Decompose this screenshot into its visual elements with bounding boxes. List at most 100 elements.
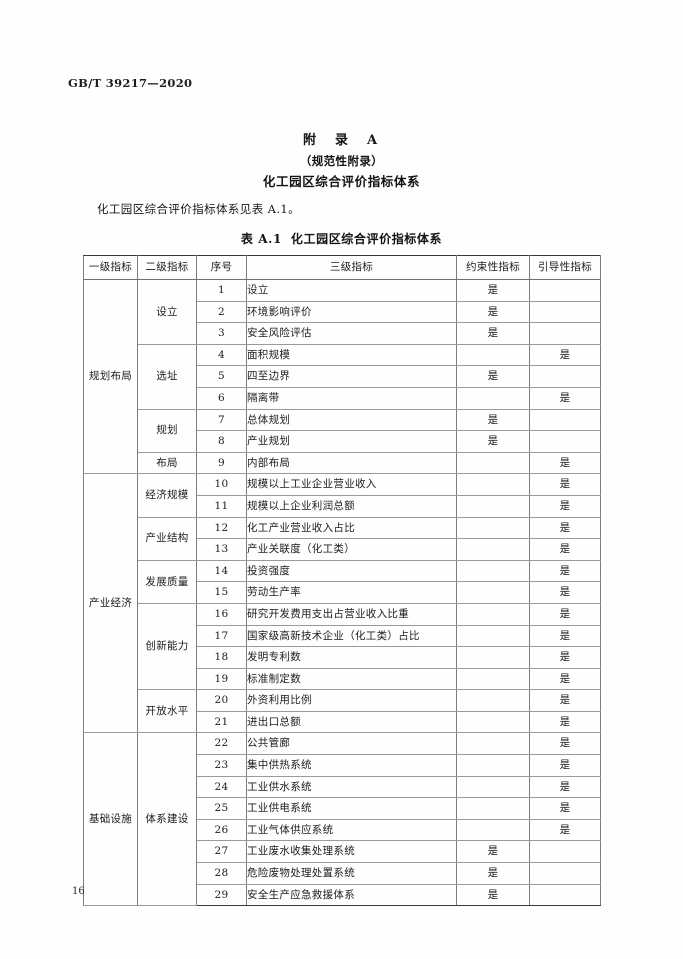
cell-constraint-indicator	[456, 797, 530, 820]
cell-level3-indicator: 化工产业营业收入占比	[246, 517, 457, 540]
cell-level2-indicator: 发展质量	[137, 560, 197, 604]
cell-sequence-number: 19	[196, 668, 247, 691]
cell-sequence-number: 24	[196, 776, 247, 799]
cell-level3-indicator: 研究开发费用支出占营业收入比重	[246, 603, 457, 626]
table-row: 8 产业规划是	[84, 430, 601, 453]
cell-level2-indicator: 布局	[137, 452, 197, 475]
table-row: 发展质量 14 投资强度是	[84, 560, 601, 604]
cell-sequence-number: 10	[196, 473, 247, 496]
table-row: 17 国家级高新技术企业（化工类）占比 是	[84, 625, 601, 648]
cell-level2-indicator: 开放水平	[137, 689, 197, 734]
cell-constraint-indicator: 是	[456, 322, 530, 345]
cell-guide-indicator: 是	[529, 689, 601, 712]
lead-paragraph: 化工园区综合评价指标体系见表 A.1。	[97, 202, 301, 216]
cell-level2-indicator: 产业结构	[137, 517, 197, 561]
column-header-seq: 序号	[196, 255, 247, 280]
cell-constraint-indicator	[456, 668, 530, 691]
cell-sequence-number: 5	[196, 365, 247, 388]
annex-title: 附 录 A	[302, 133, 381, 148]
cell-sequence-number: 1	[196, 279, 247, 302]
standard-number: GB/T 39217—2020	[68, 76, 193, 90]
cell-guide-indicator	[529, 840, 601, 864]
cell-sequence-number: 6	[196, 387, 247, 410]
cell-level3-indicator: 面积规模	[246, 344, 457, 367]
cell-sequence-number: 20	[196, 689, 247, 712]
cell-constraint-indicator	[456, 819, 530, 842]
cell-constraint-indicator	[456, 625, 530, 648]
cell-constraint-indicator	[456, 711, 530, 734]
cell-level1-indicator: 产业经济	[83, 473, 138, 734]
cell-guide-indicator	[529, 430, 601, 453]
cell-constraint-indicator	[456, 603, 530, 626]
cell-guide-indicator	[529, 279, 601, 302]
cell-sequence-number: 26	[196, 819, 247, 842]
table-row: 规划 7 总体规划是	[84, 409, 601, 453]
table-row: 23 集中供热系统 是	[84, 754, 601, 777]
cell-constraint-indicator: 是	[456, 430, 530, 453]
cell-guide-indicator: 是	[529, 819, 601, 842]
cell-sequence-number: 17	[196, 625, 247, 648]
cell-sequence-number: 16	[196, 603, 247, 626]
table-row: 布局 9 内部布局 是	[84, 452, 601, 475]
cell-constraint-indicator	[456, 517, 530, 540]
cell-level3-indicator: 内部布局	[246, 452, 457, 475]
table-row: 19 标准制定数 是	[84, 668, 601, 691]
cell-level2-indicator: 经济规模	[137, 473, 197, 518]
table-row: 2 环境影响评价是	[84, 301, 601, 324]
cell-level3-indicator: 产业规划	[246, 430, 457, 453]
cell-guide-indicator: 是	[529, 625, 601, 648]
cell-level3-indicator: 安全风险评估	[246, 322, 457, 345]
cell-level3-indicator: 环境影响评价	[246, 301, 457, 324]
cell-guide-indicator: 是	[529, 452, 601, 475]
table-row: 6 隔离带 是	[84, 387, 601, 410]
cell-level3-indicator: 集中供热系统	[246, 754, 457, 777]
cell-constraint-indicator	[456, 473, 530, 496]
cell-guide-indicator: 是	[529, 668, 601, 691]
cell-sequence-number: 23	[196, 754, 247, 777]
table-row: 选址 4 面积规模是	[84, 344, 601, 410]
table-header: 一级指标 二级指标 序号 三级指标 约束性指标 引导性指标	[83, 255, 601, 280]
page-number: 16	[72, 886, 85, 897]
cell-guide-indicator: 是	[529, 581, 601, 604]
table-caption-title: 化工园区综合评价指标体系	[290, 232, 443, 246]
table-row: 18 发明专利数 是	[84, 646, 601, 669]
column-header-level1: 一级指标	[83, 255, 138, 280]
cell-level3-indicator: 四至边界	[246, 365, 457, 388]
cell-level3-indicator: 危险废物处理处置系统	[246, 862, 457, 885]
cell-level3-indicator: 外资利用比例	[246, 689, 457, 712]
column-header-level2: 二级指标	[137, 255, 197, 280]
column-header-level3: 三级指标	[246, 255, 457, 280]
cell-guide-indicator	[529, 301, 601, 324]
cell-constraint-indicator: 是	[456, 301, 530, 324]
cell-level1-indicator: 基础设施	[83, 732, 138, 907]
table-row: 3 安全风险评估是	[84, 322, 601, 345]
table-row: 28 危险废物处理处置系统是	[84, 862, 601, 885]
table-row: 27 工业废水收集处理系统是	[84, 840, 601, 864]
cell-guide-indicator	[529, 409, 601, 432]
cell-level3-indicator: 规模以上工业企业营业收入	[246, 473, 457, 496]
table-row: 13 产业关联度（化工类） 是	[84, 538, 601, 561]
annex-heading-block: 附 录 A （规范性附录） 化工园区综合评价指标体系	[0, 131, 683, 194]
cell-constraint-indicator	[456, 560, 530, 583]
cell-sequence-number: 15	[196, 581, 247, 604]
cell-sequence-number: 13	[196, 538, 247, 561]
table-body: 规划布局 设立 1 设立是 2 环境影响评价是 3 安全风险评估是选址 4 面积规模是 5 四至边界是…	[83, 279, 601, 907]
indicator-table: 一级指标 二级指标 序号 三级指标 约束性指标 引导性指标 规划布局 设立 1 设立是…	[83, 255, 601, 907]
cell-level3-indicator: 工业供水系统	[246, 776, 457, 799]
cell-guide-indicator: 是	[529, 560, 601, 583]
table-row: 产业经济 经济规模 10 规模以上工业企业营业收入是	[83, 473, 601, 734]
cell-constraint-indicator	[456, 344, 530, 367]
cell-level3-indicator: 进出口总额	[246, 711, 457, 734]
cell-sequence-number: 3	[196, 322, 247, 345]
cell-constraint-indicator: 是	[456, 884, 530, 907]
cell-level3-indicator: 国家级高新技术企业（化工类）占比	[246, 625, 457, 648]
cell-level3-indicator: 工业废水收集处理系统	[246, 840, 457, 864]
cell-level3-indicator: 设立	[246, 279, 457, 302]
cell-constraint-indicator	[456, 495, 530, 518]
cell-guide-indicator: 是	[529, 517, 601, 540]
cell-guide-indicator	[529, 862, 601, 885]
cell-level3-indicator: 总体规划	[246, 409, 457, 432]
cell-guide-indicator: 是	[529, 344, 601, 367]
cell-guide-indicator: 是	[529, 754, 601, 777]
